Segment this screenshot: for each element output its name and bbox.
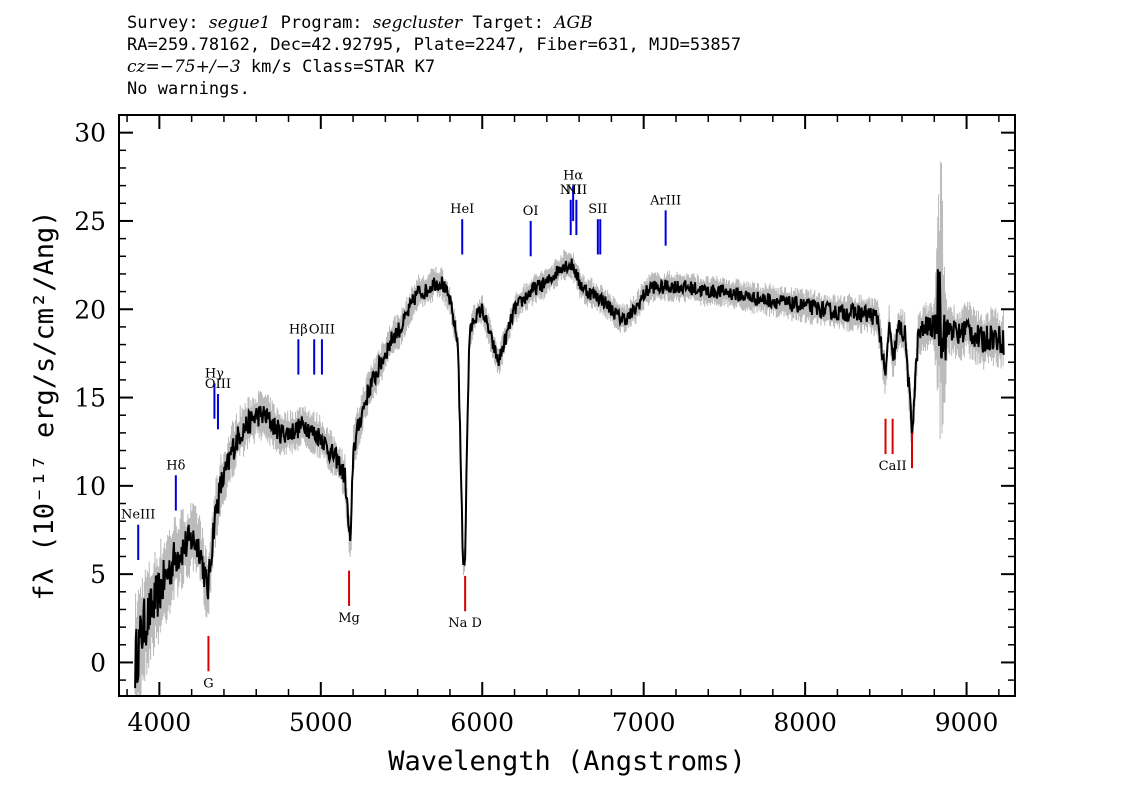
target-value: AGB: [554, 13, 593, 33]
y-tick-label: 30: [74, 119, 106, 148]
line-label-sii: SII: [588, 202, 607, 217]
plot-frame: [118, 114, 1016, 697]
line-label-h-: Hβ: [289, 322, 308, 337]
y-tick-label: 10: [74, 472, 106, 501]
line-label-oiii: OIII: [205, 377, 231, 392]
survey-label: Survey:: [127, 13, 199, 33]
cz-value: =−75+/−3: [145, 57, 241, 77]
axis-ticks: 4000 5000 6000 7000 8000 9000 0 5 10 15 20 25 30: [74, 114, 1015, 737]
flux-line-layer: [134, 258, 1005, 689]
flux-error-band: [134, 161, 1004, 696]
x-tick-label: 4000: [128, 708, 192, 737]
line-label-oi: OI: [523, 204, 539, 219]
spectrum-header: Survey: segue1 Program: segcluster Targe…: [127, 12, 741, 100]
x-tick-label: 7000: [612, 708, 676, 737]
cz-unit: km/s: [250, 57, 292, 77]
line-label-nii: NII: [566, 183, 588, 198]
error-band-layer: [134, 161, 1004, 696]
line-label-ariii: ArIII: [649, 193, 681, 208]
header-line-coordinates: RA=259.78162, Dec=42.92795, Plate=2247, …: [127, 35, 742, 55]
cz-label: cz: [127, 57, 146, 77]
line-label-h-: Hδ: [166, 458, 185, 473]
x-axis-title: Wavelength (Angstroms): [388, 746, 746, 777]
line-label-nii: NII: [560, 183, 582, 198]
line-label-oiii: OIII: [309, 322, 335, 337]
survey-value: segue1: [208, 13, 271, 33]
y-tick-label: 20: [74, 295, 106, 324]
y-axis-title: fλ (10⁻¹⁷ erg/s/cm²/Ang): [29, 210, 60, 600]
line-label-caii: CaII: [879, 459, 907, 474]
x-tick-label: 8000: [773, 708, 837, 737]
header-line-warnings: No warnings.: [127, 79, 250, 99]
spectral-class: Class=STAR K7: [302, 57, 436, 77]
line-label-mg: Mg: [338, 611, 360, 626]
line-label-na-d: Na D: [448, 616, 482, 631]
flux-line: [134, 258, 1005, 689]
line-label-h-: Hγ: [205, 366, 224, 381]
x-tick-label: 6000: [450, 708, 514, 737]
line-label-h-: Hα: [563, 169, 583, 184]
y-tick-label: 15: [74, 384, 106, 413]
y-tick-label: 5: [90, 560, 106, 589]
line-label-g: G: [203, 676, 213, 691]
program-label: Program:: [280, 13, 363, 33]
line-label-neiii: NeIII: [121, 508, 155, 523]
header-line-redshift: cz=−75+/−3 km/s Class=STAR K7: [127, 56, 741, 78]
line-label-hei: HeI: [450, 202, 474, 217]
program-value: segcluster: [372, 13, 463, 33]
x-tick-label: 9000: [935, 708, 999, 737]
header-line-survey: Survey: segue1 Program: segcluster Targe…: [127, 12, 741, 34]
x-tick-label: 5000: [289, 708, 353, 737]
target-label: Target:: [472, 13, 545, 33]
y-tick-label: 0: [90, 648, 106, 677]
y-tick-label: 25: [74, 207, 106, 236]
